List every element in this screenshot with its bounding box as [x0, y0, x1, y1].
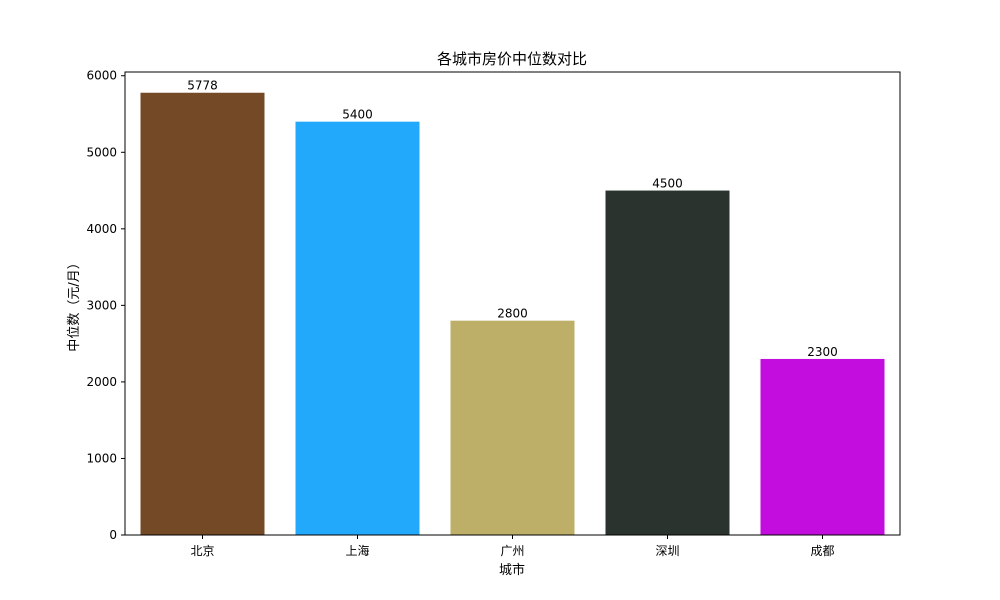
bar-3 [450, 320, 575, 535]
y-tick-label: 1000 [86, 451, 117, 465]
x-axis-label: 城市 [499, 562, 525, 578]
bar-value-label: 5400 [342, 108, 373, 122]
x-tick-label: 广州 [500, 544, 524, 558]
x-tick-label: 北京 [190, 544, 214, 558]
bar-2 [295, 121, 420, 536]
y-tick-label: 6000 [86, 69, 117, 83]
y-tick-label: 5000 [86, 145, 117, 159]
bar-value-label: 2300 [807, 345, 838, 359]
bar-value-label: 4500 [652, 177, 683, 191]
bar-4 [605, 190, 730, 535]
bar-1 [140, 92, 265, 536]
y-tick-label: 2000 [86, 375, 117, 389]
bar-value-label: 2800 [497, 307, 528, 321]
bar-value-label: 5778 [187, 79, 218, 93]
y-axis-label: 中位数（元/月） [67, 256, 82, 351]
y-tick-label: 3000 [86, 298, 117, 312]
plot-frame [124, 71, 901, 536]
plot-area: 5778 北京 5400 上海 2800 广州 4500 深圳 2300 成都 0 1000 2000 3… [86, 69, 901, 558]
bar-5 [760, 358, 885, 535]
x-tick-label: 深圳 [655, 544, 679, 558]
x-tick-label: 上海 [345, 543, 369, 558]
x-tick-label: 成都 [810, 544, 834, 558]
y-tick-label: 0 [109, 528, 117, 542]
chart-title: 各城市房价中位数对比 [437, 50, 587, 68]
y-tick-label: 4000 [86, 222, 117, 236]
